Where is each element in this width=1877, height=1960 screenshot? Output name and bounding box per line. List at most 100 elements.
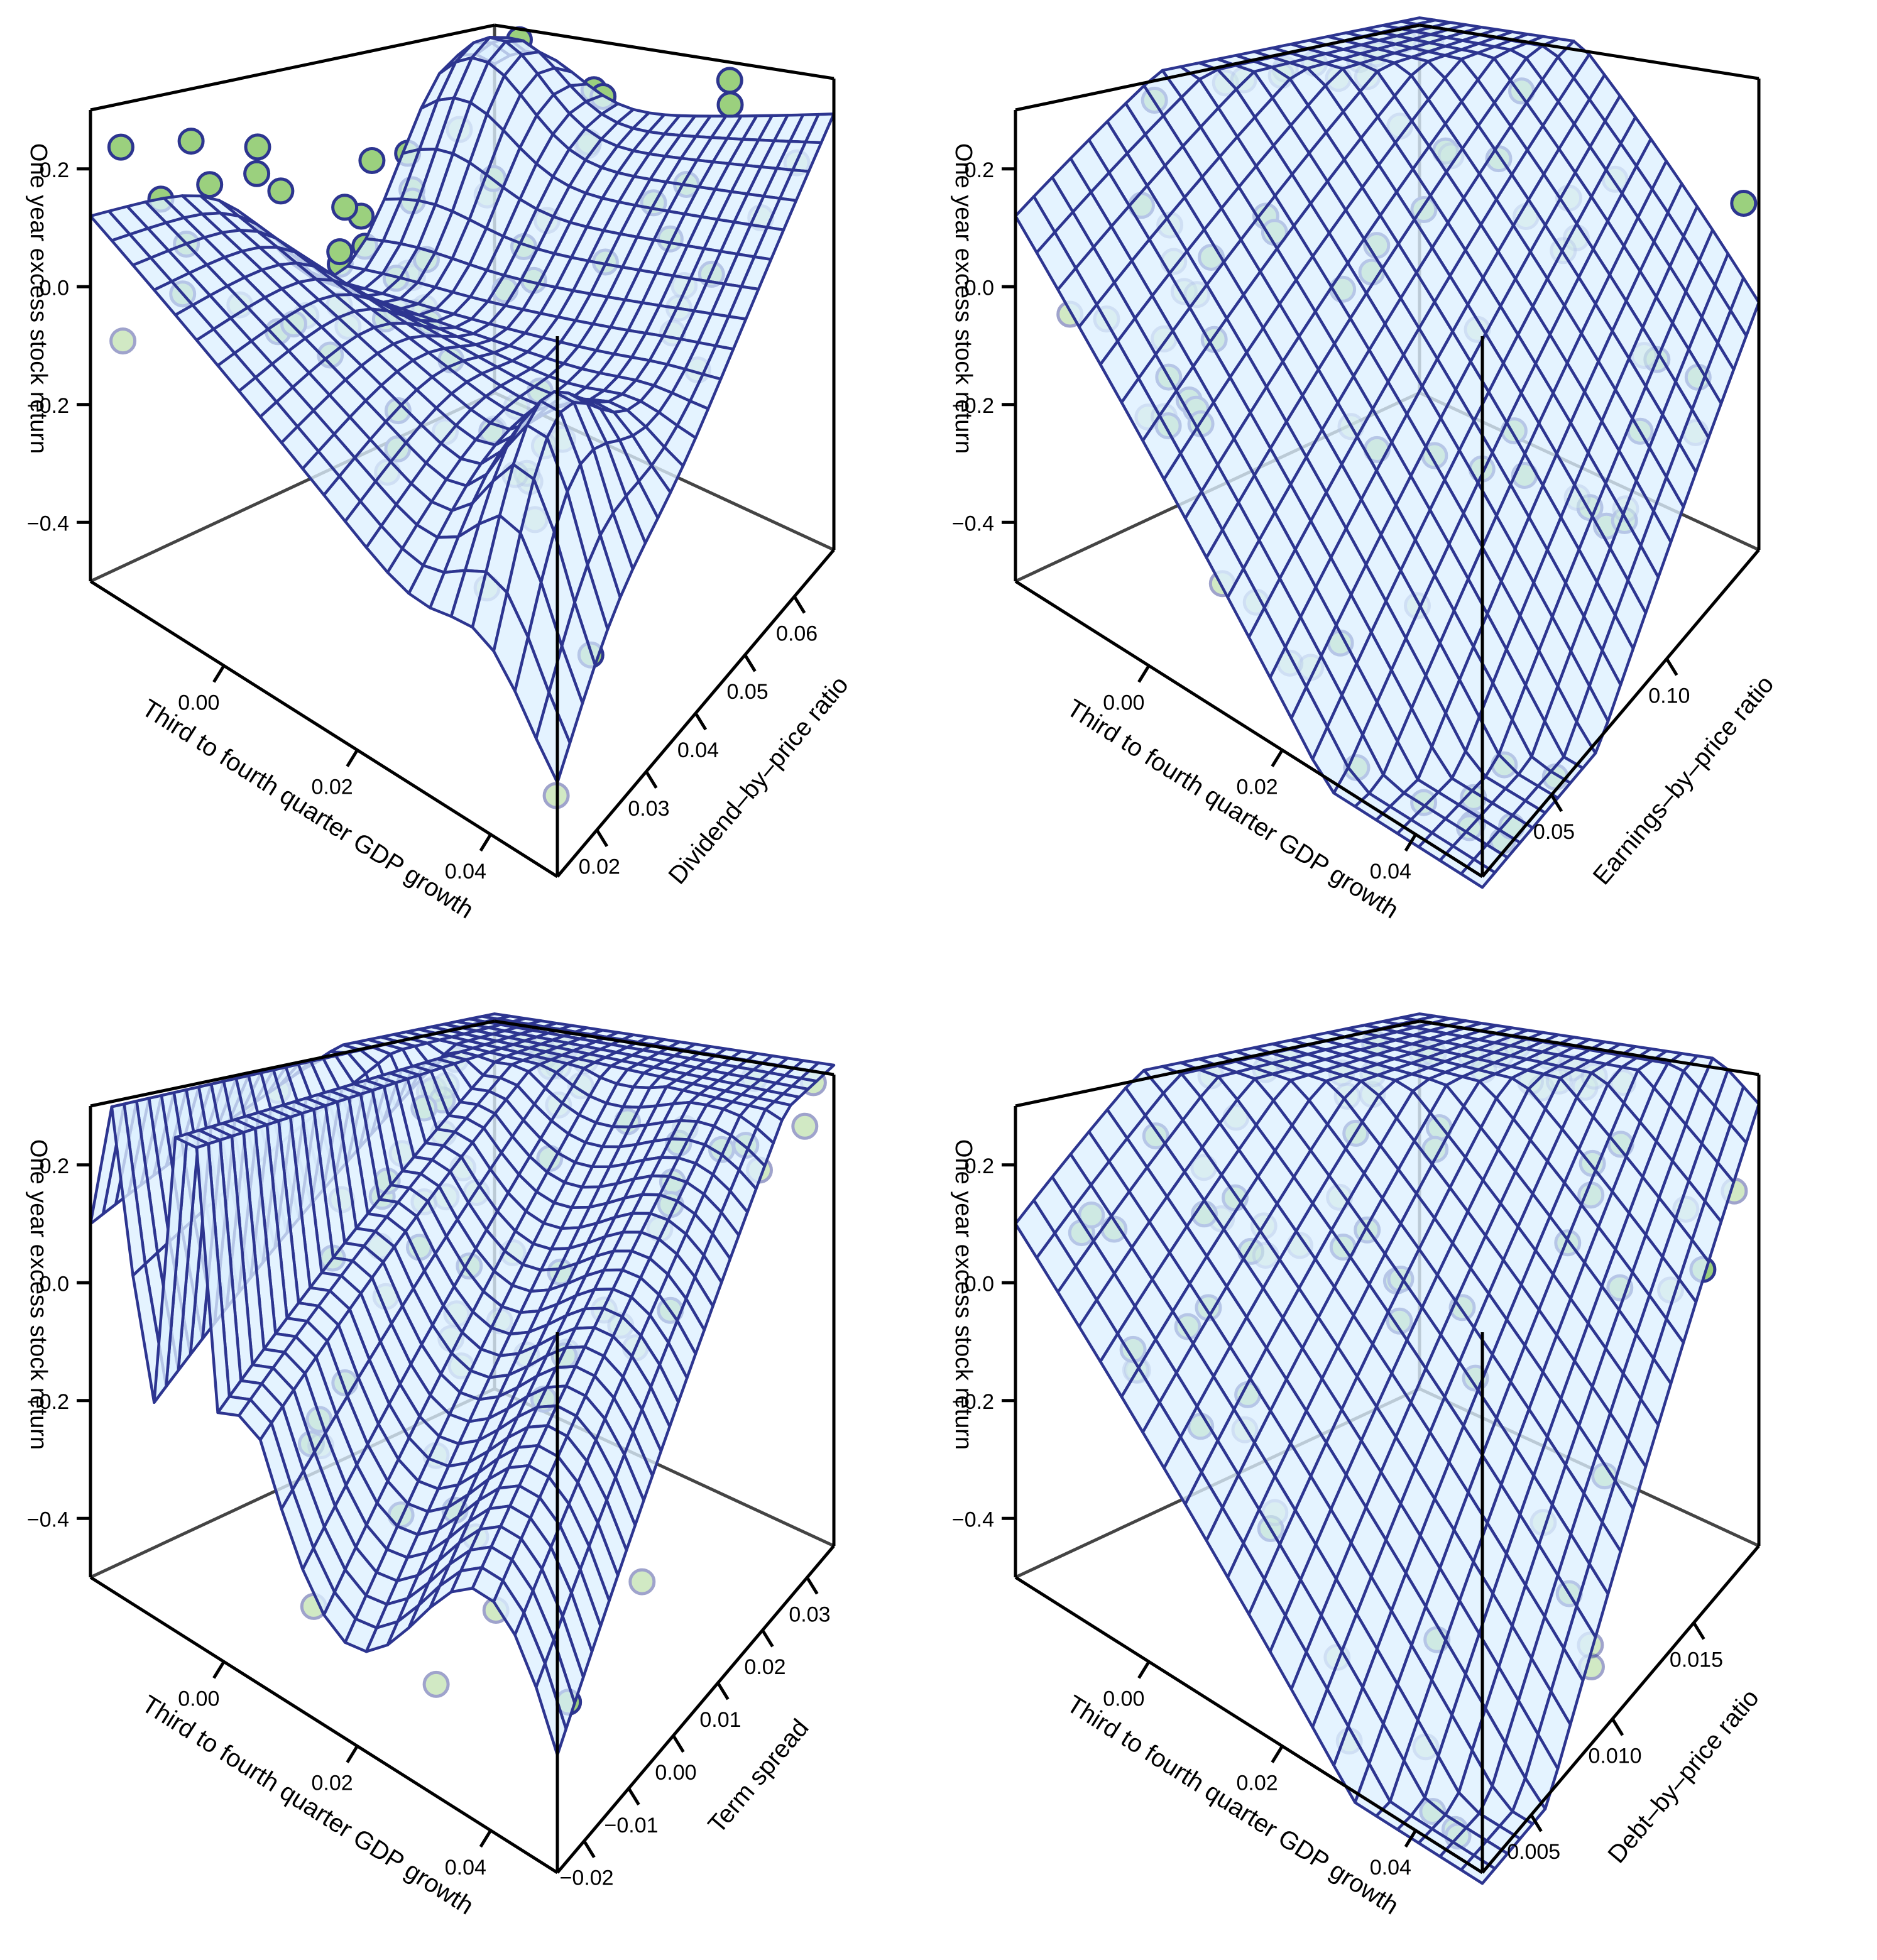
y-tick — [694, 712, 708, 731]
data-point — [331, 194, 359, 221]
y-tick — [743, 654, 757, 672]
data-point — [177, 128, 205, 155]
y-tick-label: −0.01 — [605, 1814, 659, 1837]
data-point — [107, 133, 134, 161]
x-tick — [1404, 833, 1417, 852]
box-bottom-right — [1481, 1545, 1760, 1874]
x-tick — [1137, 1660, 1151, 1679]
box-bottom-left — [1014, 1575, 1484, 1875]
x-axis-title: Third to fourth quarter GDP growth — [137, 1690, 478, 1920]
surface-facet — [534, 691, 572, 784]
z-tick-label: −0.4 — [27, 1508, 69, 1531]
data-point — [244, 133, 271, 161]
surface — [89, 1012, 836, 1757]
x-tick — [346, 1745, 359, 1763]
z-axis-title: One year excess stock return — [950, 1139, 977, 1450]
x-tick-label: 0.02 — [1236, 775, 1278, 799]
box-top-back-right — [1419, 23, 1759, 80]
x-tick-label: 0.00 — [1103, 691, 1144, 714]
z-axis-title: One year excess stock return — [25, 143, 52, 454]
y-tick-label: 0.04 — [677, 738, 719, 762]
y-tick — [583, 1840, 596, 1858]
data-point — [791, 1112, 819, 1140]
y-tick-label: 0.02 — [744, 1655, 785, 1679]
box-top-back-left — [1015, 1019, 1420, 1108]
y-axis-title: Debt–by–price ratio — [1602, 1684, 1764, 1868]
data-point — [243, 160, 271, 187]
y-tick — [595, 829, 608, 848]
z-axis: 0.2 0.0 −0.2 −0.4 One year excess stock retu… — [950, 143, 1015, 535]
x-tick — [1404, 1829, 1417, 1848]
data-point — [716, 91, 744, 119]
y-tick-label: 0.05 — [726, 680, 768, 704]
x-tick — [212, 1660, 226, 1679]
data-point — [1730, 190, 1758, 217]
y-tick-label: 0.010 — [1589, 1744, 1642, 1768]
y-tick — [761, 1629, 774, 1648]
x-tick-label: 0.02 — [311, 1771, 353, 1795]
z-tick-label: 0.2 — [40, 1154, 69, 1178]
y-tick-label: 0.10 — [1648, 684, 1690, 708]
surface — [1014, 16, 1761, 889]
x-tick-label: 0.04 — [445, 1856, 486, 1880]
z-tick-label: 0.0 — [40, 1272, 69, 1296]
z-axis: 0.2 0.0 −0.2 −0.4 One year excess stock retu… — [950, 1139, 1015, 1531]
z-tick-label: 0.0 — [40, 276, 69, 300]
y-tick — [627, 1787, 640, 1806]
x-tick — [346, 749, 359, 767]
z-tick-label: −0.4 — [27, 512, 69, 535]
box-top-back-left — [90, 23, 495, 112]
data-point — [716, 67, 743, 94]
y-axis-title: Term spread — [703, 1714, 814, 1839]
z-tick-label: −0.2 — [952, 1390, 994, 1414]
z-tick-label: 0.2 — [965, 158, 994, 182]
panel-top-left: 0.2 0.0 −0.2 −0.4 One year excess stock retu… — [25, 23, 854, 924]
z-tick-label: −0.2 — [27, 1390, 69, 1414]
z-tick-label: 0.0 — [965, 276, 994, 300]
x-tick — [1137, 664, 1151, 683]
y-tick-label: 0.06 — [776, 621, 818, 645]
box-front-edges — [1014, 1019, 1761, 1875]
y-tick-label: 0.02 — [579, 855, 620, 879]
data-point — [358, 147, 386, 174]
data-point — [267, 177, 295, 205]
box-top-back-right — [494, 23, 835, 80]
x-tick — [212, 664, 226, 683]
z-tick-label: −0.2 — [27, 394, 69, 418]
box-top-back-left — [90, 1019, 495, 1108]
x-tick — [479, 833, 492, 852]
y-tick — [1611, 1717, 1624, 1736]
data-point — [196, 171, 224, 199]
x-tick-label: 0.02 — [1236, 1771, 1278, 1795]
x-tick-label: 0.04 — [1370, 1856, 1411, 1880]
y-tick — [1530, 1814, 1543, 1832]
z-axis: 0.2 0.0 −0.2 −0.4 One year excess stock retu… — [25, 143, 90, 535]
data-point — [109, 327, 137, 355]
y-tick-label: 0.05 — [1533, 820, 1575, 844]
y-tick — [1550, 794, 1563, 813]
x-tick-label: 0.04 — [1370, 860, 1411, 884]
box-bottom-left — [89, 1575, 559, 1875]
data-point — [422, 1670, 450, 1698]
box-bottom-left — [89, 579, 559, 879]
z-axis-title: One year excess stock return — [950, 143, 977, 454]
box-front-edges — [89, 23, 836, 879]
y-tick-label: 0.015 — [1670, 1648, 1723, 1672]
box-bottom-left — [1014, 579, 1484, 879]
z-tick-label: 0.0 — [965, 1272, 994, 1296]
x-tick-label: 0.02 — [311, 775, 353, 799]
z-tick-label: −0.4 — [952, 1508, 994, 1531]
box-front-edges — [89, 1019, 836, 1875]
panel-top-right: 0.2 0.0 −0.2 −0.4 One year excess stock retu… — [950, 16, 1779, 924]
box-top-back-right — [1419, 1019, 1759, 1076]
y-tick — [806, 1577, 819, 1595]
y-tick — [672, 1734, 685, 1753]
x-tick — [479, 1829, 492, 1848]
box-top-back-left — [1015, 23, 1420, 112]
x-tick — [1271, 749, 1284, 767]
y-tick-label: 0.03 — [628, 797, 669, 821]
y-tick-label: 0.01 — [699, 1708, 741, 1732]
